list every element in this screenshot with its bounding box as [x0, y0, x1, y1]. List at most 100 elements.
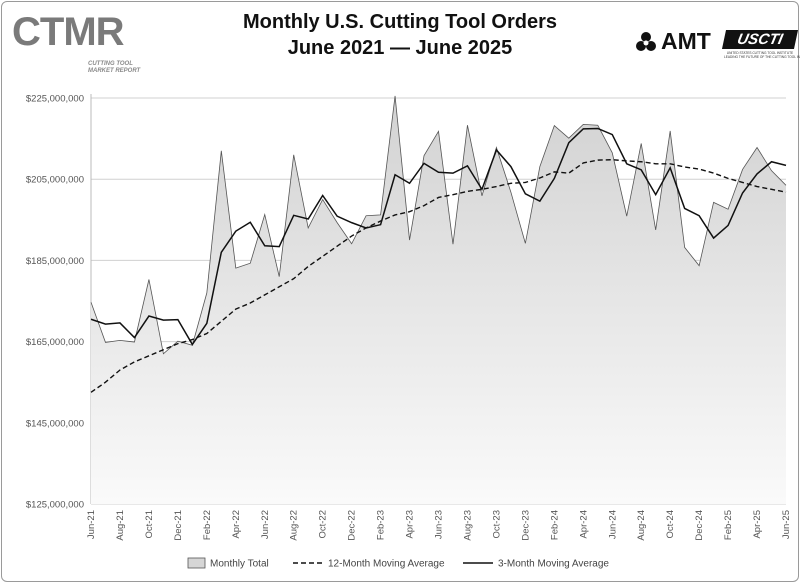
data-point-12-month-ma: [553, 171, 555, 173]
data-point-3-month-ma: [669, 167, 671, 169]
amt-logo: AMT: [635, 28, 711, 55]
data-point-3-month-ma: [727, 224, 729, 226]
data-point-monthly-total: [712, 201, 714, 203]
data-point-monthly-total: [104, 341, 106, 343]
data-point-12-month-ma: [423, 204, 425, 206]
data-point-12-month-ma: [264, 294, 266, 296]
data-point-3-month-ma: [437, 171, 439, 173]
data-point-3-month-ma: [698, 215, 700, 217]
data-point-monthly-total: [148, 278, 150, 280]
x-tick-label: Oct-21: [144, 510, 155, 539]
ctmr-logo: CTMR CUTTING TOOL MARKET REPORT: [12, 10, 162, 76]
data-point-3-month-ma: [191, 343, 193, 345]
data-point-monthly-total: [235, 267, 237, 269]
data-point-3-month-ma: [785, 164, 787, 166]
y-tick-label: $125,000,000: [26, 500, 84, 511]
data-point-12-month-ma: [712, 172, 714, 174]
data-point-monthly-total: [741, 168, 743, 170]
data-point-12-month-ma: [235, 308, 237, 310]
data-point-3-month-ma: [611, 133, 613, 135]
data-point-3-month-ma: [249, 221, 251, 223]
data-point-3-month-ma: [683, 207, 685, 209]
data-point-3-month-ma: [162, 319, 164, 321]
data-point-12-month-ma: [206, 332, 208, 334]
data-point-3-month-ma: [90, 318, 92, 320]
data-point-12-month-ma: [191, 338, 193, 340]
data-point-3-month-ma: [452, 172, 454, 174]
logo-text: CTMR: [12, 10, 125, 54]
data-point-12-month-ma: [293, 277, 295, 279]
data-point-monthly-total: [264, 213, 266, 215]
data-point-monthly-total: [626, 215, 628, 217]
x-tick-label: Dec-23: [520, 510, 531, 541]
data-point-12-month-ma: [597, 159, 599, 161]
legend: Monthly Total 12-Month Moving Average 3-Mo…: [187, 557, 609, 570]
data-point-3-month-ma: [597, 127, 599, 129]
data-point-monthly-total: [683, 246, 685, 248]
data-point-3-month-ma: [539, 200, 541, 202]
data-point-3-month-ma: [350, 221, 352, 223]
data-point-monthly-total: [350, 243, 352, 245]
data-point-monthly-total: [466, 124, 468, 126]
data-point-12-month-ma: [437, 196, 439, 198]
data-point-monthly-total: [770, 169, 772, 171]
data-point-12-month-ma: [785, 191, 787, 193]
data-point-monthly-total: [249, 262, 251, 264]
data-point-3-month-ma: [626, 163, 628, 165]
data-point-3-month-ma: [568, 141, 570, 143]
data-point-3-month-ma: [524, 193, 526, 195]
x-tick-label: Aug-21: [115, 510, 126, 541]
data-point-monthly-total: [481, 195, 483, 197]
data-point-3-month-ma: [495, 149, 497, 151]
data-point-12-month-ma: [350, 235, 352, 237]
data-point-12-month-ma: [698, 168, 700, 170]
data-point-monthly-total: [495, 146, 497, 148]
y-tick-label: $225,000,000: [26, 94, 84, 105]
series-monthly-total-line: [90, 95, 787, 355]
x-tick-label: Jun-24: [607, 510, 618, 539]
data-point-12-month-ma: [336, 245, 338, 247]
data-point-3-month-ma: [293, 214, 295, 216]
data-point-monthly-total: [568, 137, 570, 139]
data-point-12-month-ma: [162, 349, 164, 351]
data-point-3-month-ma: [133, 336, 135, 338]
data-point-3-month-ma: [640, 169, 642, 171]
data-point-12-month-ma: [741, 181, 743, 183]
x-tick-label: Apr-25: [752, 510, 763, 539]
data-point-12-month-ma: [278, 286, 280, 288]
x-tick-label: Feb-23: [376, 510, 387, 540]
data-point-monthly-total: [423, 154, 425, 156]
uscti-subtitle-line2: LEADING THE FUTURE OF THE CUTTING TOOL I…: [724, 55, 800, 59]
data-point-12-month-ma: [756, 185, 758, 187]
amt-label: AMT: [661, 28, 711, 54]
data-point-12-month-ma: [654, 163, 656, 165]
x-tick-label: Jun-25: [781, 510, 792, 539]
y-tick-label: $185,000,000: [26, 256, 84, 267]
x-tick-label: Aug-23: [462, 510, 473, 541]
data-point-12-month-ma: [148, 355, 150, 357]
data-point-monthly-total: [365, 215, 367, 217]
data-point-monthly-total: [669, 130, 671, 132]
x-tick-label: Oct-23: [491, 510, 502, 539]
data-point-12-month-ma: [394, 214, 396, 216]
data-point-monthly-total: [379, 214, 381, 216]
x-tick-label: Dec-21: [173, 510, 184, 541]
logo-subtitle-line1: CUTTING TOOL: [88, 61, 133, 67]
data-point-monthly-total: [307, 227, 309, 229]
data-point-3-month-ma: [481, 188, 483, 190]
data-point-12-month-ma: [104, 381, 106, 383]
x-tick-label: Apr-23: [405, 510, 416, 539]
data-point-12-month-ma: [133, 361, 135, 363]
x-tick-label: Jun-22: [260, 510, 271, 539]
data-point-3-month-ma: [510, 165, 512, 167]
x-tick-label: Jun-21: [86, 510, 97, 539]
data-point-12-month-ma: [640, 161, 642, 163]
data-point-monthly-total: [727, 208, 729, 210]
data-point-12-month-ma: [177, 342, 179, 344]
data-point-monthly-total: [640, 142, 642, 144]
legend-label-12-month-ma: 12-Month Moving Average: [328, 559, 445, 570]
series-12-month-moving-average: [90, 159, 787, 393]
data-point-12-month-ma: [524, 181, 526, 183]
data-point-monthly-total: [611, 152, 613, 154]
data-point-12-month-ma: [119, 369, 121, 371]
